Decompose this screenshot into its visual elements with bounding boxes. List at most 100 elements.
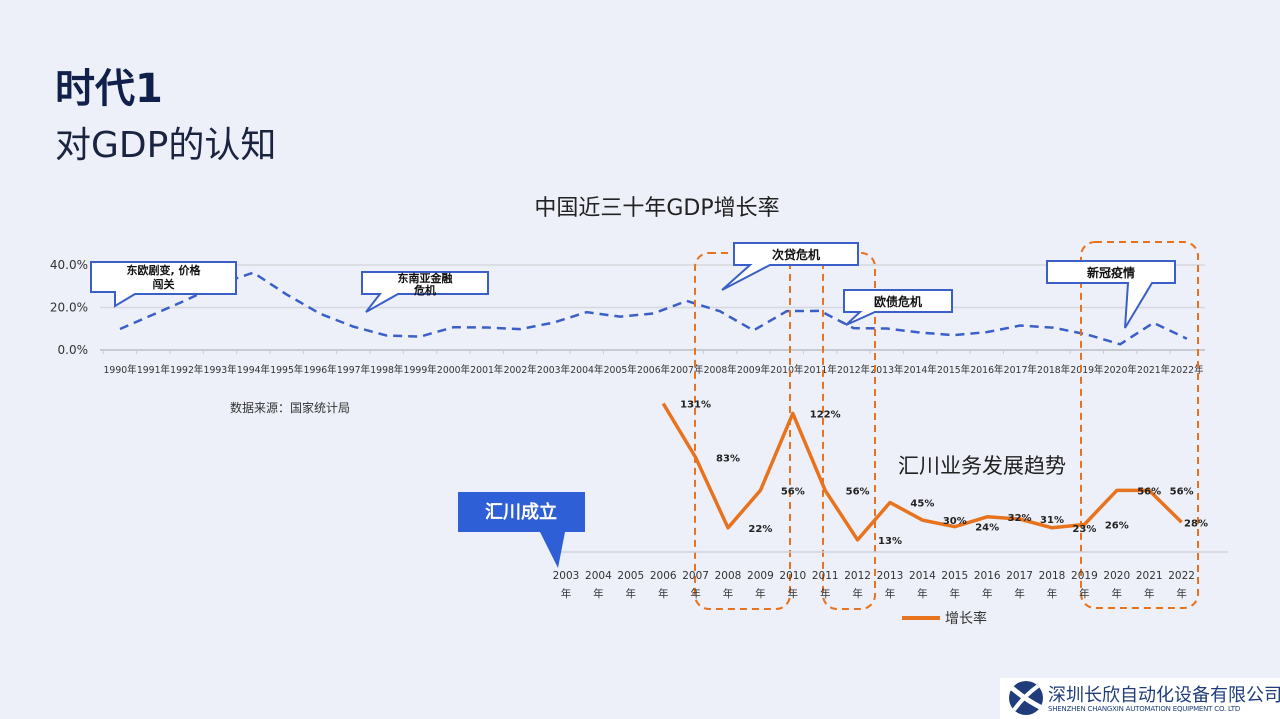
data-label: 83% <box>716 453 740 464</box>
gdp-chart-title: 中国近三十年GDP增长率 <box>534 196 780 221</box>
growth-chart-title: 汇川业务发展趋势 <box>898 454 1066 478</box>
x-tick-suffix: 年 <box>820 587 831 600</box>
logo-name-en: SHENZHEN CHANGXIN AUTOMATION EQUIPMENT C… <box>1048 705 1241 713</box>
x-tick-suffix: 年 <box>982 587 993 600</box>
callout-text: 欧债危机 <box>874 294 922 309</box>
x-tick-label: 2006 <box>650 570 677 582</box>
data-label: 122% <box>810 409 841 420</box>
founding-callout <box>458 492 585 568</box>
x-tick-label: 1991年 <box>137 363 170 376</box>
callout-text: 闯关 <box>153 277 175 291</box>
x-tick-label: 2006年 <box>637 363 670 376</box>
page-title: 时代1 <box>55 66 163 112</box>
x-tick-label: 2019年 <box>1070 363 1103 376</box>
x-tick-label: 2004年 <box>570 363 603 376</box>
x-tick-label: 2011 <box>812 570 839 582</box>
x-tick-label: 2018年 <box>1037 363 1070 376</box>
data-label: 56% <box>1137 486 1161 497</box>
x-tick-suffix: 年 <box>1047 587 1058 600</box>
x-tick-label: 2020年 <box>1104 363 1137 376</box>
company-logo: 深圳长欣自动化设备有限公司 SHENZHEN CHANGXIN AUTOMATI… <box>1000 678 1280 719</box>
x-tick-label: 1999年 <box>404 363 437 376</box>
x-tick-suffix: 年 <box>626 587 637 600</box>
data-label: 26% <box>1105 521 1129 532</box>
data-label: 56% <box>1170 486 1194 497</box>
x-tick-label: 2009年 <box>737 363 770 376</box>
x-tick-label: 2000年 <box>437 363 470 376</box>
founding-callout-text: 汇川成立 <box>485 501 557 523</box>
x-tick-label: 2005 <box>617 570 644 582</box>
x-tick-suffix: 年 <box>852 587 863 600</box>
data-label: 56% <box>846 486 870 497</box>
callout-text: 次贷危机 <box>772 247 820 262</box>
x-tick-label: 2022 <box>1168 570 1195 582</box>
x-tick-suffix: 年 <box>885 587 896 600</box>
x-tick-label: 2012 <box>844 570 871 582</box>
data-label: 131% <box>680 400 711 411</box>
callout-box <box>721 242 859 291</box>
data-label: 45% <box>910 499 934 510</box>
x-tick-label: 1998年 <box>370 363 403 376</box>
x-tick-suffix: 年 <box>658 587 669 600</box>
x-tick-suffix: 年 <box>1014 587 1025 600</box>
x-tick-label: 1995年 <box>270 363 303 376</box>
data-label: 32% <box>1008 513 1032 524</box>
callout-text: 东南亚金融 <box>398 271 453 285</box>
callout-box <box>90 261 237 308</box>
y-tick-label: 0.0% <box>58 343 89 357</box>
x-tick-label: 2017 <box>1006 570 1033 582</box>
data-label: 28% <box>1184 518 1208 529</box>
x-tick-suffix: 年 <box>1112 587 1123 600</box>
data-source: 数据来源：国家统计局 <box>230 400 350 415</box>
x-tick-label: 1990年 <box>104 363 137 376</box>
x-tick-label: 2013年 <box>870 363 903 376</box>
data-label: 30% <box>943 516 967 527</box>
callout-box <box>1046 260 1176 329</box>
x-tick-label: 2007年 <box>670 363 703 376</box>
x-tick-label: 1994年 <box>237 363 270 376</box>
x-tick-label: 2003年 <box>537 363 570 376</box>
x-tick-label: 2003 <box>553 570 580 582</box>
x-tick-label: 2014年 <box>904 363 937 376</box>
x-tick-label: 2014 <box>909 570 936 582</box>
legend-label: 增长率 <box>945 610 987 627</box>
data-label: 56% <box>781 486 805 497</box>
x-tick-suffix: 年 <box>1144 587 1155 600</box>
x-tick-label: 2021年 <box>1137 363 1170 376</box>
highlight-frame <box>1080 241 1199 609</box>
x-tick-label: 2015 <box>941 570 968 582</box>
callout-text: 危机 <box>413 283 436 297</box>
page-subtitle: 对GDP的认知 <box>55 125 277 166</box>
x-tick-label: 2008 <box>715 570 742 582</box>
callout-text: 东欧剧变, 价格 <box>126 263 201 277</box>
x-tick-label: 1996年 <box>304 363 337 376</box>
x-tick-label: 1997年 <box>337 363 370 376</box>
x-tick-label: 2016 <box>974 570 1001 582</box>
x-tick-label: 2009 <box>747 570 774 582</box>
growth-series-line <box>661 402 1183 542</box>
x-tick-suffix: 年 <box>561 587 572 600</box>
x-tick-label: 2022年 <box>1170 363 1203 376</box>
x-tick-label: 2021 <box>1136 570 1163 582</box>
x-tick-label: 2019 <box>1071 570 1098 582</box>
x-tick-label: 2018 <box>1039 570 1066 582</box>
y-tick-label: 40.0% <box>50 258 88 272</box>
x-tick-label: 2010 <box>779 570 806 582</box>
x-tick-suffix: 年 <box>950 587 961 600</box>
x-tick-suffix: 年 <box>917 587 928 600</box>
x-tick-suffix: 年 <box>788 587 799 600</box>
data-label: 31% <box>1040 515 1064 526</box>
logo-name-cn: 深圳长欣自动化设备有限公司 <box>1048 685 1280 706</box>
x-tick-label: 2008年 <box>704 363 737 376</box>
x-tick-suffix: 年 <box>755 587 766 600</box>
x-tick-label: 2001年 <box>470 363 503 376</box>
x-tick-label: 1992年 <box>170 363 203 376</box>
callout-box <box>361 271 489 313</box>
x-tick-suffix: 年 <box>690 587 701 600</box>
x-tick-suffix: 年 <box>723 587 734 600</box>
y-tick-label: 20.0% <box>50 301 88 315</box>
x-tick-label: 2002年 <box>504 363 537 376</box>
callout-box <box>843 289 953 326</box>
x-tick-label: 2011年 <box>804 363 837 376</box>
